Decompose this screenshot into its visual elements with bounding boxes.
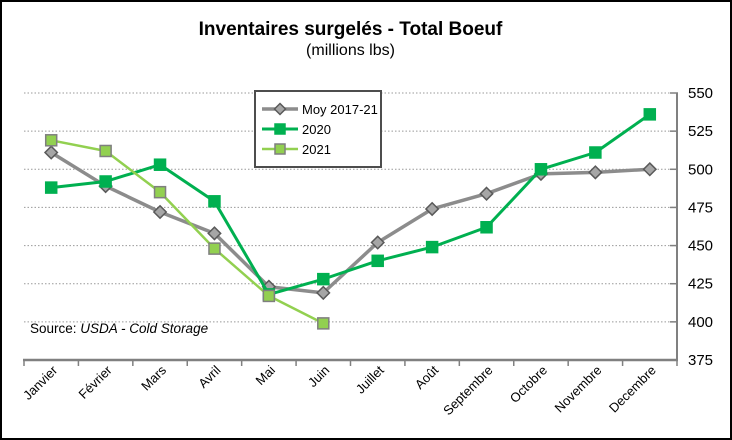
data-point-moy-2017-21 — [588, 165, 603, 180]
data-point-2020 — [534, 163, 548, 176]
x-axis-label: Février — [76, 362, 116, 402]
legend-item-2020: 2020 — [262, 122, 374, 137]
x-axis-label: Mars — [138, 362, 169, 393]
y-axis-label: 525 — [688, 123, 713, 140]
x-axis-label: Juin — [305, 363, 332, 390]
data-point-2020 — [153, 158, 167, 171]
legend-label: Moy 2017-21 — [302, 101, 378, 117]
data-point-moy-2017-21 — [370, 235, 385, 250]
legend-marker-sample — [274, 143, 286, 155]
data-point-moy-2017-21 — [316, 285, 331, 301]
data-point-2020 — [44, 181, 58, 194]
diamond-marker-swatch-icon — [262, 102, 298, 116]
data-point-moy-2017-21 — [152, 204, 168, 220]
x-axis-label: Septembre — [440, 363, 496, 419]
data-point-2020 — [589, 146, 602, 159]
data-point-2020 — [480, 221, 493, 234]
data-point-2021 — [208, 242, 221, 255]
y-axis-label: 475 — [688, 199, 713, 216]
data-point-2020 — [643, 108, 657, 121]
x-axis-label: Decembre — [606, 363, 659, 416]
source-label: Source: — [30, 321, 81, 336]
data-point-moy-2017-21 — [207, 226, 222, 241]
data-point-moy-2017-21 — [43, 145, 59, 160]
y-axis-label: 425 — [688, 276, 713, 293]
source-note: Source: USDA - Cold Storage — [30, 321, 208, 336]
data-point-2021 — [153, 185, 167, 199]
data-point-2021 — [317, 317, 330, 330]
data-point-2020 — [317, 272, 330, 286]
chart-subtitle: (millions lbs) — [306, 41, 395, 59]
legend-item-moy-2017-21: Moy 2017-21 — [262, 102, 378, 117]
legend-label: 2020 — [302, 121, 331, 137]
data-point-2020 — [425, 240, 439, 254]
title-block: Inventaires surgelés - Total Boeuf (mill… — [2, 19, 699, 61]
square-marker-swatch-icon — [262, 143, 298, 155]
data-point-2021 — [262, 289, 276, 303]
data-point-moy-2017-21 — [479, 186, 494, 201]
data-point-moy-2017-21 — [424, 201, 440, 217]
y-axis-label: 450 — [688, 238, 713, 255]
chart-title: Inventaires surgelés - Total Boeuf — [198, 19, 503, 40]
y-axis-label: 375 — [688, 352, 713, 369]
data-point-2021 — [44, 134, 58, 147]
series-line-2021 — [49, 139, 325, 325]
data-point-2020 — [371, 254, 384, 268]
data-point-2020 — [99, 175, 112, 188]
x-axis-label: Janvier — [20, 362, 61, 403]
legend-marker-sample — [274, 123, 286, 135]
square-marker-swatch-icon — [262, 123, 298, 135]
chart-legend: Moy 2017-21 2020 2021 — [254, 90, 382, 168]
x-axis-label: Mai — [253, 362, 278, 387]
x-axis-label: Août — [412, 362, 442, 392]
x-axis-label: Novembre — [551, 363, 604, 416]
y-axis-label: 500 — [688, 161, 713, 178]
x-axis-label: Avril — [195, 362, 223, 390]
y-axis-label: 400 — [688, 314, 713, 331]
source-text: USDA - Cold Storage — [80, 321, 209, 336]
series-line-2020 — [49, 112, 652, 296]
data-point-2021 — [99, 144, 112, 158]
legend-label: 2021 — [302, 141, 331, 157]
data-point-2020 — [208, 195, 221, 208]
data-point-moy-2017-21 — [642, 162, 658, 177]
series-line-moy-2017-21 — [49, 150, 652, 295]
legend-item-2021: 2021 — [262, 142, 374, 157]
y-axis-label: 550 — [688, 85, 713, 102]
legend-marker-sample — [273, 102, 287, 116]
x-axis-label: Octobre — [507, 363, 550, 406]
x-axis-label: Juillet — [353, 362, 387, 396]
